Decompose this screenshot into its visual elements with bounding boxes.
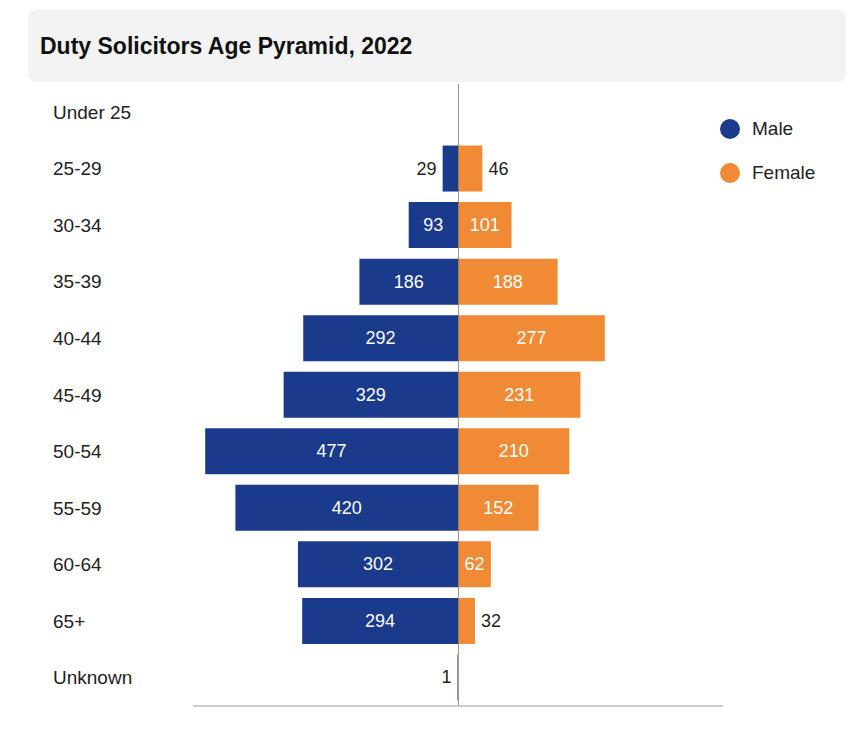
svg-text:30-34: 30-34 [53,215,102,236]
svg-text:Under 25: Under 25 [53,102,131,123]
svg-text:Unknown: Unknown [53,667,132,688]
svg-text:152: 152 [483,498,513,518]
svg-text:210: 210 [499,441,529,461]
svg-text:231: 231 [504,385,534,405]
svg-text:65+: 65+ [53,611,85,632]
html-text:Female: Female [752,162,816,183]
html-text:Duty Solicitors Age Pyramid, 2: Duty Solicitors Age Pyramid, 2022 [40,32,413,59]
svg-text:420: 420 [332,498,362,518]
svg-text:29: 29 [417,159,437,179]
html-text:Male: Male [752,118,794,139]
svg-text:188: 188 [493,272,523,292]
svg-text:45-49: 45-49 [53,385,102,406]
svg-text:93: 93 [423,215,443,235]
svg-text:35-39: 35-39 [53,271,102,292]
svg-text:50-54: 50-54 [53,441,102,462]
svg-text:55-59: 55-59 [53,498,102,519]
svg-text:46: 46 [488,159,508,179]
svg-text:60-64: 60-64 [53,554,102,575]
svg-text:329: 329 [356,385,386,405]
svg-text:292: 292 [366,328,396,348]
svg-text:186: 186 [394,272,424,292]
svg-text:302: 302 [363,554,393,574]
svg-text:25-29: 25-29 [53,158,102,179]
svg-text:62: 62 [464,554,484,574]
svg-text:101: 101 [470,215,500,235]
svg-text:40-44: 40-44 [53,328,102,349]
svg-text:294: 294 [365,611,395,631]
svg-text:277: 277 [516,328,546,348]
svg-text:1: 1 [441,667,451,687]
svg-text:477: 477 [317,441,347,461]
svg-text:32: 32 [481,611,501,631]
